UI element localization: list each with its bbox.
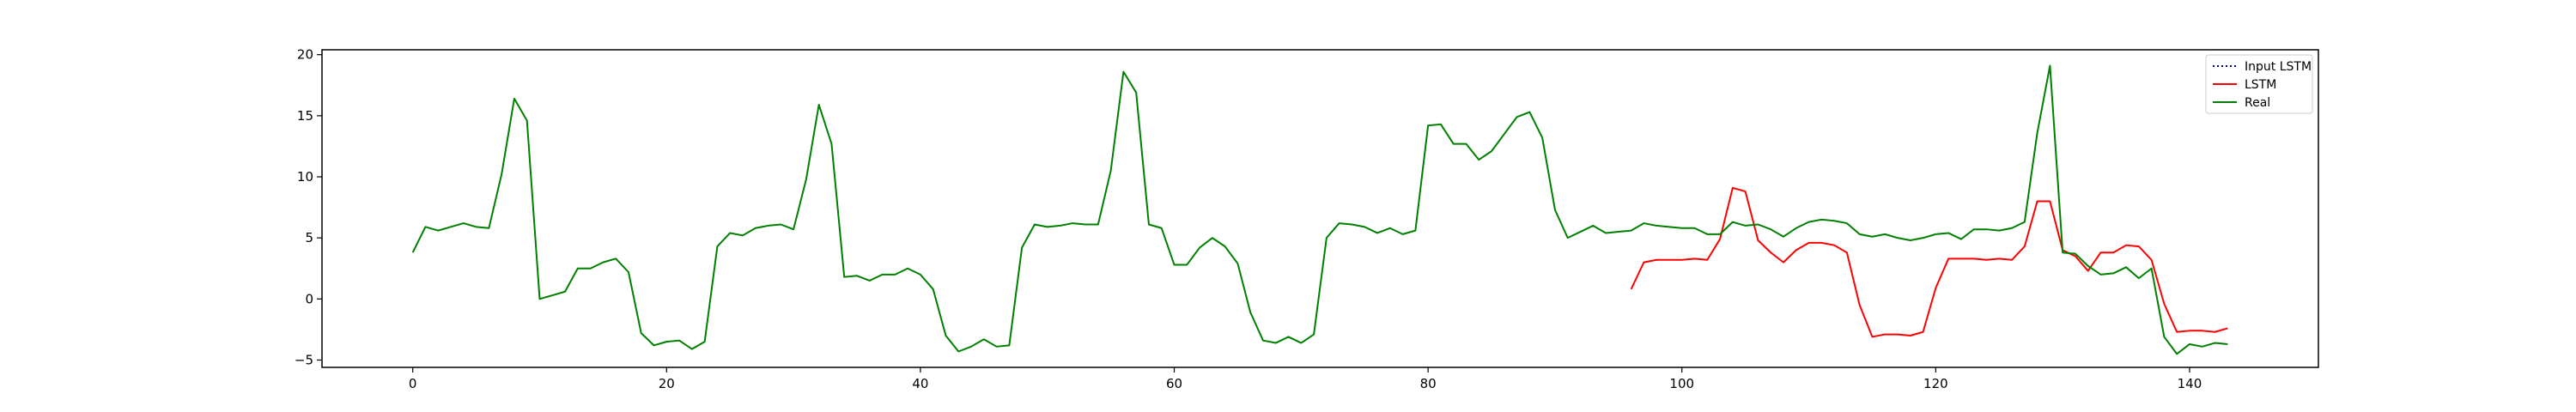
y-tick-label: 20 [297, 47, 313, 63]
x-tick-label: 0 [409, 376, 417, 391]
legend-label-lstm: LSTM [2245, 78, 2276, 92]
legend: Input LSTM LSTM Real [2205, 54, 2313, 114]
x-axis: 0 20 40 60 80 100 120 140 [409, 367, 2202, 391]
plot-frame [321, 49, 2319, 368]
x-tick-label: 100 [1669, 376, 1694, 391]
y-tick-label: 5 [305, 230, 313, 245]
x-tick-label: 60 [1166, 376, 1182, 391]
series-line-real [411, 64, 2228, 355]
x-tick-label: 120 [1923, 376, 1948, 391]
y-tick-label: 10 [297, 169, 313, 185]
x-tick-label: 140 [2178, 376, 2202, 391]
y-tick-label: 15 [297, 108, 313, 124]
x-tick-label: 80 [1420, 376, 1437, 391]
legend-label-real: Real [2245, 96, 2270, 110]
y-tick-label: 0 [305, 291, 313, 306]
legend-label-input-lstm: Input LSTM [2245, 60, 2312, 74]
y-axis: −5 0 5 10 15 20 [295, 47, 322, 367]
legend-box [2205, 54, 2313, 114]
x-tick-label: 20 [659, 376, 675, 391]
x-tick-label: 40 [912, 376, 928, 391]
y-tick-label: −5 [295, 352, 313, 367]
plot-area [411, 64, 2228, 355]
series-line-lstm [1630, 186, 2228, 338]
